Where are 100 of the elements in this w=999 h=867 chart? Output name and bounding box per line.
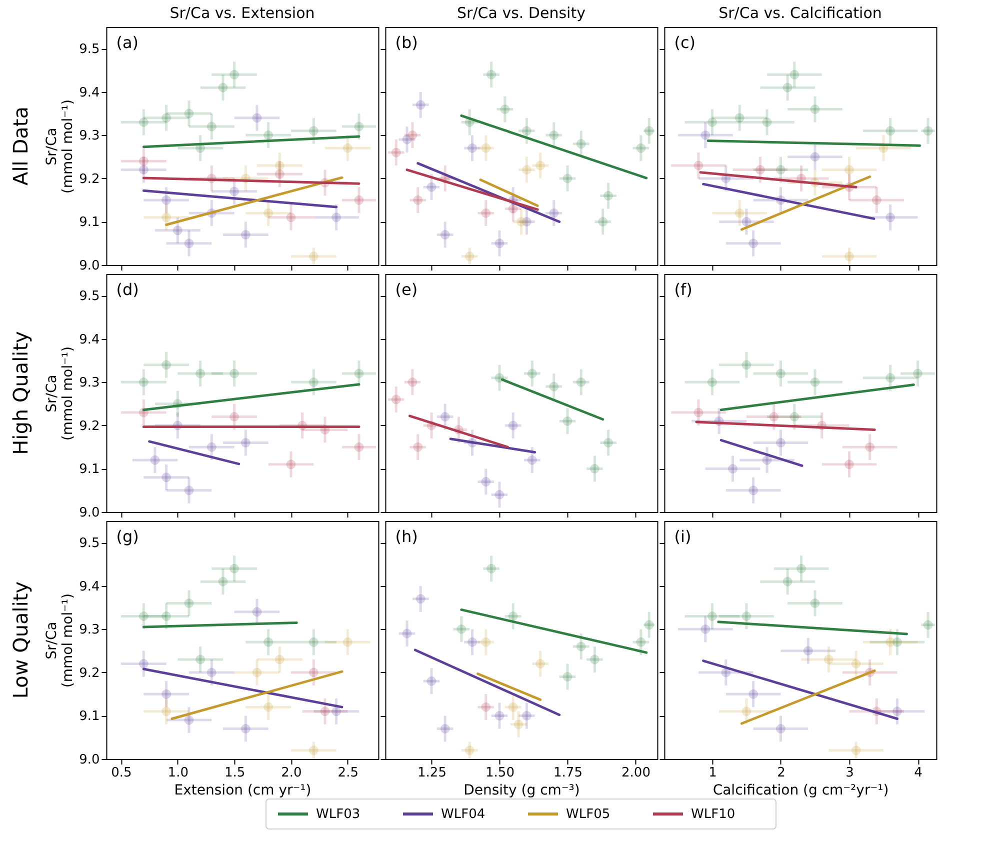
- text: Low Quality: [8, 581, 32, 699]
- annotation: (i): [674, 527, 692, 546]
- point: [810, 598, 820, 608]
- point: [508, 702, 518, 712]
- point: [468, 143, 478, 153]
- point: [464, 252, 474, 262]
- point: [644, 620, 654, 630]
- point: [707, 611, 717, 621]
- point: [776, 368, 786, 378]
- point: [590, 654, 600, 664]
- point: [562, 174, 572, 184]
- y-tick-label: 9.3: [79, 622, 100, 638]
- point: [468, 637, 478, 647]
- point: [286, 460, 296, 470]
- x-tick-label: 1.25: [418, 766, 446, 780]
- point: [308, 637, 318, 647]
- point: [494, 490, 504, 500]
- point: [481, 476, 491, 486]
- y-tick-label: 9.3: [79, 376, 100, 391]
- y-tick-label: 9.2: [79, 666, 100, 681]
- point: [500, 104, 510, 114]
- x-axis-title: Calcification (g cm⁻²yr⁻¹): [712, 782, 889, 798]
- y-tick-label: 9.0: [79, 258, 100, 274]
- point: [721, 668, 731, 678]
- point: [923, 620, 933, 630]
- point: [562, 416, 572, 426]
- point: [886, 212, 896, 222]
- point: [694, 160, 704, 170]
- point: [354, 368, 364, 378]
- point: [342, 637, 352, 647]
- point: [549, 208, 559, 218]
- x-axis-title: Density (g cm⁻³): [464, 782, 580, 798]
- y-axis-title: Sr/Ca (mmol mol⁻¹): [44, 593, 76, 688]
- point: [184, 108, 194, 118]
- point: [742, 216, 752, 226]
- point: [734, 208, 744, 218]
- point: [162, 360, 172, 370]
- point: [416, 100, 426, 110]
- point: [264, 637, 274, 647]
- point: [481, 702, 491, 712]
- y-tick-label: 9.2: [79, 418, 100, 434]
- y-tick-label: 9.1: [79, 215, 100, 230]
- point: [604, 191, 614, 200]
- point: [264, 130, 274, 140]
- point: [408, 377, 418, 387]
- point: [342, 143, 352, 153]
- point: [782, 576, 792, 586]
- point: [576, 139, 586, 149]
- point: [516, 216, 526, 226]
- annotation: (h): [395, 527, 418, 546]
- x-tick-label: 2.00: [622, 766, 650, 780]
- point: [230, 412, 240, 422]
- point: [240, 230, 250, 240]
- annotation: (f): [674, 280, 692, 299]
- point: [196, 654, 206, 664]
- x-tick-label: 1: [708, 766, 717, 780]
- point: [230, 564, 240, 574]
- point: [218, 576, 228, 586]
- point: [172, 226, 182, 236]
- point: [810, 104, 820, 114]
- point: [776, 724, 786, 734]
- point: [252, 668, 262, 678]
- point: [162, 689, 172, 699]
- point: [700, 130, 710, 140]
- point: [138, 659, 148, 669]
- point: [824, 654, 834, 664]
- x-tick-label: 1.50: [486, 766, 514, 780]
- chart-title: Sr/Ca vs. Density: [457, 4, 586, 22]
- point: [755, 165, 765, 175]
- point: [138, 377, 148, 387]
- point: [549, 130, 559, 140]
- point: [440, 230, 450, 240]
- point: [527, 368, 537, 378]
- point: [413, 195, 423, 205]
- y-axis-title: Sr/Ca (mmol mol⁻¹): [44, 346, 76, 441]
- y-axis-title: Sr/Ca (mmol mol⁻¹): [44, 99, 76, 194]
- y-tick-label: 9.1: [79, 709, 100, 724]
- point: [748, 238, 758, 248]
- x-tick-label: 4: [914, 766, 922, 780]
- point: [644, 126, 654, 136]
- point: [354, 122, 364, 132]
- y-tick-label: 9.4: [79, 332, 100, 348]
- point: [748, 486, 758, 496]
- legend-label: WLF10: [691, 807, 736, 822]
- point: [354, 442, 364, 452]
- legend-label: WLF05: [566, 807, 610, 822]
- point: [274, 654, 284, 664]
- point: [481, 143, 491, 153]
- point: [206, 668, 216, 678]
- point: [354, 195, 364, 205]
- point: [308, 126, 318, 136]
- point: [332, 212, 342, 222]
- annotation: (g): [116, 527, 139, 546]
- point: [440, 724, 450, 734]
- point: [240, 438, 250, 448]
- point: [748, 689, 758, 699]
- y-tick-label: 9.0: [79, 752, 100, 768]
- point: [162, 611, 172, 621]
- point: [886, 373, 896, 383]
- point: [264, 208, 274, 218]
